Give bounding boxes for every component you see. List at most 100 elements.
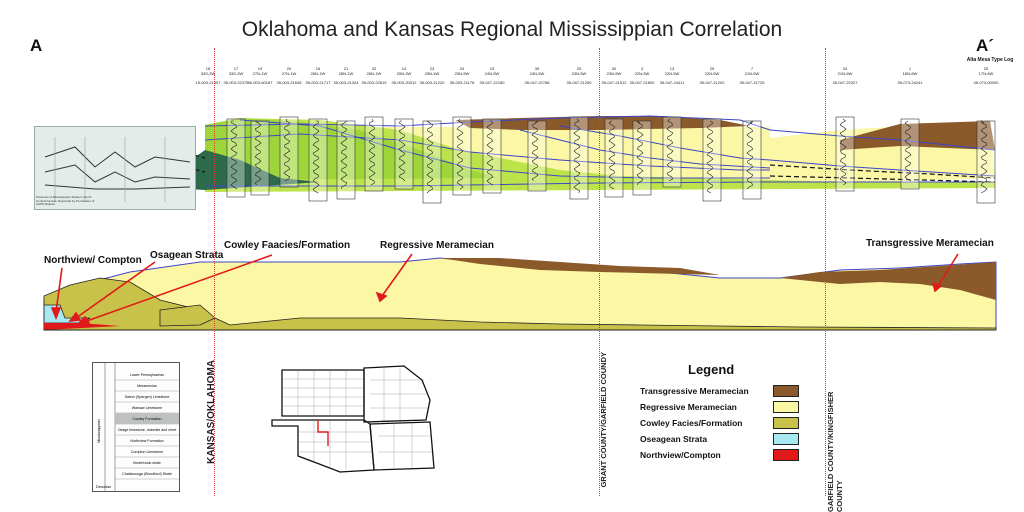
strat-row-label: Kinderhook shale — [133, 461, 161, 465]
well-api: 35-047-24411 — [659, 80, 685, 85]
stratigraphic-column: Lower Pennsylvanian Meramecian Salem (Sper… — [92, 362, 180, 492]
county-label-grant-garfield: GRANT COUNTY/GARFIELD COUNDY — [599, 352, 608, 488]
well-api: 35-003-22375 — [223, 80, 249, 85]
strat-row-label: Salem (Spergen) Limestone — [125, 395, 170, 399]
annotation-arrows — [50, 253, 959, 325]
well-header: 7 21N-6W 35-047-21725 — [732, 66, 772, 85]
legend-swatch — [773, 449, 799, 461]
strat-system-label: Mississippian — [96, 419, 101, 443]
well-api: 35-047-21725 — [739, 80, 765, 85]
strat-row-label: Northview Formation — [130, 439, 163, 443]
well-api: 35-047-21800 — [629, 80, 655, 85]
lower-transgressive-fill — [440, 258, 720, 275]
well-api: 35-003-22819 — [361, 80, 387, 85]
county-label-garfield-kingfisher: GARFIELD COUNTY/KINGFISHER COUNTY — [826, 391, 844, 512]
well-api: 35-003-21324 — [333, 80, 359, 85]
well-township: 25N-4W — [424, 71, 440, 76]
well-api: 35-073-24241 — [897, 80, 923, 85]
legend-item: Cowley Facies/Formation — [640, 417, 800, 431]
section-start-label: A — [30, 36, 43, 55]
well-section: 7 — [750, 66, 754, 71]
legend-label: Transgressive Meramecian — [640, 386, 749, 396]
well-log — [279, 116, 299, 188]
well-log — [422, 120, 442, 204]
well-log — [632, 120, 652, 196]
legend-label: Northview/Compton — [640, 450, 721, 460]
strat-row-label: Osage limestone, dolomite and chert — [118, 428, 177, 432]
map-missouri — [363, 365, 431, 423]
well-api: 35-003-21178 — [449, 80, 475, 85]
well-header: 17 33S-3W 35-003-22375 — [216, 66, 256, 85]
well-section: 3 — [640, 66, 644, 71]
well-header: 25 23N-5W 35-047-21250 — [559, 66, 599, 85]
inset-drawing — [44, 137, 191, 202]
well-header: 21 26N-1W 35-003-21324 — [326, 66, 366, 85]
county-line-garfield-kingfisher — [825, 48, 826, 496]
well-header: 16 26N-1W 35-003-21717 — [298, 66, 338, 85]
label-regressive: Regressive Meramecian — [380, 240, 494, 251]
well-township: 22N-5W — [664, 71, 680, 76]
well-log — [527, 120, 547, 192]
type-log-label: Alta Mesa Type Log — [966, 57, 1014, 63]
map-kansas — [281, 369, 365, 417]
strat-row-label: Chattanooga (Woodford) Shale — [122, 472, 172, 476]
well-header: 14 25N-3W 35-003-20012 — [384, 66, 424, 85]
upper-transgressive-right — [840, 121, 995, 150]
well-log — [250, 120, 270, 196]
legend-label: Cowley Facies/Formation — [640, 418, 743, 428]
section-end-label: A´ — [976, 36, 994, 55]
well-section: 23 — [429, 66, 435, 71]
well-header: 25 17N-6W 35-073-00000 — [966, 66, 1006, 85]
well-api: 35-047-22327 — [832, 80, 858, 85]
upper-cowley-bright — [205, 118, 500, 180]
well-log — [364, 116, 384, 192]
county-label-kansas-oklahoma: KANSAS/OKLAHOMA — [206, 360, 217, 464]
well-api: 35-073-00000 — [973, 80, 999, 85]
well-header: 34 21N-6W 35-047-22327 — [825, 66, 865, 85]
label-cowley: Cowley Faacies/Formation — [224, 240, 351, 251]
well-township: 33S-3W — [228, 71, 244, 76]
legend-item: Transgressive Meramecian — [640, 385, 800, 399]
strat-column-drawing: Lower Pennsylvanian Meramecian Salem (Sper… — [93, 363, 179, 491]
well-header: 35 24N-5W 35-047-22788 — [517, 66, 557, 85]
strat-row-label: Lower Pennsylvanian — [130, 373, 164, 377]
well-api: 35-047-21250 — [566, 80, 592, 85]
lower-northview-fill — [44, 323, 120, 330]
well-api: 35-047-21512 — [601, 80, 627, 85]
well-log — [976, 120, 996, 204]
legend-label: Oseagean Strata — [640, 434, 708, 444]
map-oklahoma — [271, 419, 375, 473]
legend-item: Oseagean Strata — [640, 433, 800, 447]
well-log-tracks — [226, 116, 996, 204]
well-township: 17N-6W — [978, 71, 994, 76]
well-section: 25 — [983, 66, 989, 71]
chart-title: Oklahoma and Kansas Regional Mississippi… — [241, 18, 783, 41]
county-line-grant-garfield — [599, 48, 600, 496]
well-section: 21 — [343, 66, 349, 71]
well-section: 30 — [611, 66, 617, 71]
well-section: 35 — [534, 66, 540, 71]
marker-lines — [204, 115, 996, 187]
well-township: 18N-6W — [902, 71, 918, 76]
legend-swatch — [773, 385, 799, 397]
strat-row-label: Warsaw Limestone — [132, 406, 162, 410]
well-header: 30 23N-5W 35-047-21512 — [594, 66, 634, 85]
well-header: 1 18N-6W 35-073-24241 — [890, 66, 930, 85]
well-api: 35-003-21220 — [419, 80, 445, 85]
well-log — [662, 116, 682, 188]
well-section: 20 — [286, 66, 292, 71]
well-log — [482, 118, 502, 194]
well-log — [900, 118, 920, 190]
well-section: 1 — [908, 66, 912, 71]
well-section: 16 — [205, 66, 211, 71]
well-section: 17 — [233, 66, 239, 71]
well-log — [452, 116, 472, 196]
well-section: 25 — [576, 66, 582, 71]
well-section: 13 — [669, 66, 675, 71]
well-township: 22N-5W — [634, 71, 650, 76]
well-header: 25 22N-6W 35-047-21202 — [692, 66, 732, 85]
legend-swatch — [773, 401, 799, 413]
well-township: 26N-1W — [366, 71, 382, 76]
map-section-line — [317, 420, 329, 446]
lower-cowley-bump — [159, 304, 216, 327]
